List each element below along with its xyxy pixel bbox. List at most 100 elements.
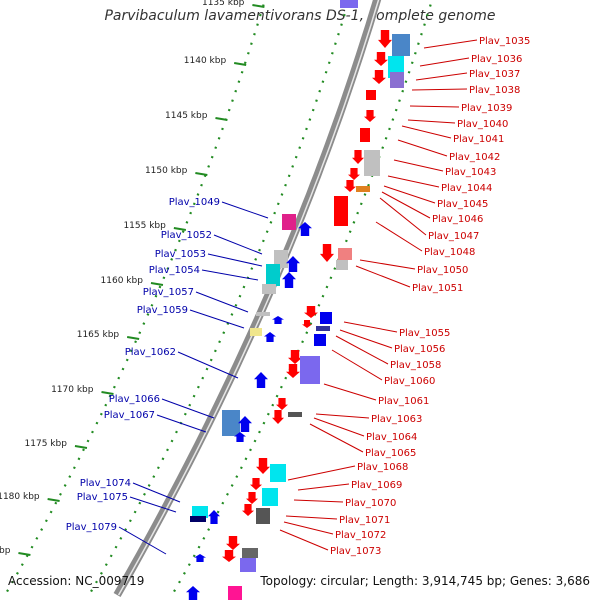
forward-gene-arrow — [364, 110, 376, 122]
forward-gene-leader — [309, 423, 364, 453]
gene-box — [288, 412, 302, 417]
reverse-gene-leader — [177, 351, 239, 379]
gene-box — [392, 34, 410, 56]
forward-gene-leader — [387, 175, 440, 188]
forward-gene-leader — [297, 483, 350, 491]
reverse-gene-arrow — [208, 510, 220, 524]
forward-gene-arrow — [242, 504, 254, 516]
forward-gene-label: Plav_1042 — [449, 152, 500, 163]
tick-mark — [74, 445, 88, 449]
forward-gene-label: Plav_1041 — [453, 134, 504, 145]
tick-mark — [215, 117, 228, 121]
forward-gene-leader — [375, 221, 423, 252]
gene-box — [256, 312, 270, 316]
forward-gene-leader — [359, 259, 416, 270]
forward-gene-label: Plav_1037 — [469, 69, 520, 80]
forward-gene-arrow — [352, 150, 364, 164]
forward-gene-arrow — [304, 306, 318, 318]
forward-gene-leader — [287, 465, 356, 481]
forward-gene-leader — [419, 57, 470, 67]
forward-gene-label: Plav_1047 — [428, 231, 479, 242]
reverse-gene-leader — [156, 414, 207, 433]
forward-gene-leader — [285, 515, 338, 520]
right-tick-track — [171, 0, 434, 596]
gene-box — [338, 248, 352, 260]
forward-gene-label: Plav_1061 — [378, 396, 429, 407]
reverse-gene-arrow — [282, 272, 296, 288]
forward-gene-label: Plav_1039 — [461, 103, 512, 114]
forward-gene-label: Plav_1058 — [390, 360, 441, 371]
forward-gene-arrow — [372, 70, 386, 84]
forward-gene-leader — [279, 529, 329, 551]
forward-gene-label: Plav_1038 — [469, 85, 520, 96]
forward-gene-arrow — [286, 364, 300, 378]
reverse-gene-label: Plav_1059 — [137, 305, 188, 316]
gene-box — [334, 196, 348, 226]
forward-gene-arrow — [302, 320, 312, 328]
reverse-gene-label: Plav_1057 — [143, 287, 194, 298]
forward-gene-leader — [355, 265, 411, 288]
forward-gene-arrow — [276, 398, 288, 410]
gene-box — [316, 326, 330, 331]
reverse-gene-leader — [201, 269, 259, 281]
gene-box — [222, 410, 240, 436]
reverse-gene-leader — [207, 253, 263, 267]
reverse-gene-label: Plav_1053 — [155, 249, 206, 260]
forward-gene-label: Plav_1073 — [330, 546, 381, 557]
forward-gene-arrow — [348, 168, 360, 180]
reverse-gene-label: Plav_1074 — [80, 478, 131, 489]
forward-gene-label: Plav_1036 — [471, 54, 522, 65]
reverse-gene-arrow — [286, 256, 300, 272]
forward-gene-leader — [423, 39, 478, 49]
gene-box — [274, 250, 288, 268]
gene-box — [360, 128, 370, 142]
gene-box — [262, 284, 276, 294]
reverse-gene-leader — [195, 291, 249, 313]
map-title: Parvibaculum lavamentivorans DS-1, compl… — [104, 8, 496, 24]
tick-mark — [18, 552, 31, 556]
reverse-gene-label: Plav_1054 — [149, 265, 200, 276]
tick-label: 1160 kbp — [101, 276, 144, 286]
reverse-gene-label: Plav_1067 — [104, 410, 155, 421]
reverse-gene-arrow — [194, 554, 206, 562]
gene-box — [340, 0, 358, 8]
forward-gene-leader — [339, 329, 393, 349]
forward-gene-leader — [381, 191, 431, 219]
reverse-gene-arrow — [234, 432, 246, 442]
tick-label: 1140 kbp — [184, 56, 227, 66]
forward-gene-label: Plav_1060 — [384, 376, 435, 387]
reverse-gene-arrow — [272, 316, 284, 324]
forward-gene-arrow — [288, 350, 302, 364]
reverse-gene-label: Plav_1079 — [66, 522, 117, 533]
tick-label: 1150 kbp — [145, 166, 188, 176]
gene-box — [390, 72, 404, 88]
forward-gene-label: Plav_1072 — [335, 530, 386, 541]
tick-mark — [150, 282, 164, 286]
forward-gene-leader — [313, 417, 365, 437]
forward-gene-leader — [335, 335, 389, 365]
tick-label: 1165 kbp — [77, 330, 120, 340]
gene-box — [300, 356, 320, 384]
reverse-gene-leader — [221, 201, 269, 219]
forward-gene-arrow — [344, 180, 356, 192]
reverse-gene-label: Plav_1062 — [125, 347, 176, 358]
forward-gene-arrow — [320, 244, 334, 262]
forward-gene-leader — [401, 125, 452, 139]
reverse-gene-leader — [118, 526, 167, 555]
forward-gene-label: Plav_1045 — [437, 199, 488, 210]
forward-gene-label: Plav_1056 — [394, 344, 445, 355]
gene-box — [266, 264, 280, 286]
reverse-gene-arrow — [186, 586, 200, 600]
reverse-gene-arrow — [264, 332, 276, 342]
tick-label: 1175 kbp — [25, 439, 68, 449]
forward-gene-arrow — [272, 410, 284, 424]
gene-box — [228, 586, 242, 600]
reverse-gene-leader — [132, 482, 181, 503]
forward-gene-label: Plav_1064 — [366, 432, 417, 443]
tick-mark — [126, 336, 140, 340]
tick-label: 1155 kbp — [123, 221, 166, 231]
forward-gene-arrow — [256, 458, 270, 474]
forward-gene-label: Plav_1065 — [365, 448, 416, 459]
genome-summary-text: Topology: circular; Length: 3,914,745 bp… — [260, 574, 590, 588]
